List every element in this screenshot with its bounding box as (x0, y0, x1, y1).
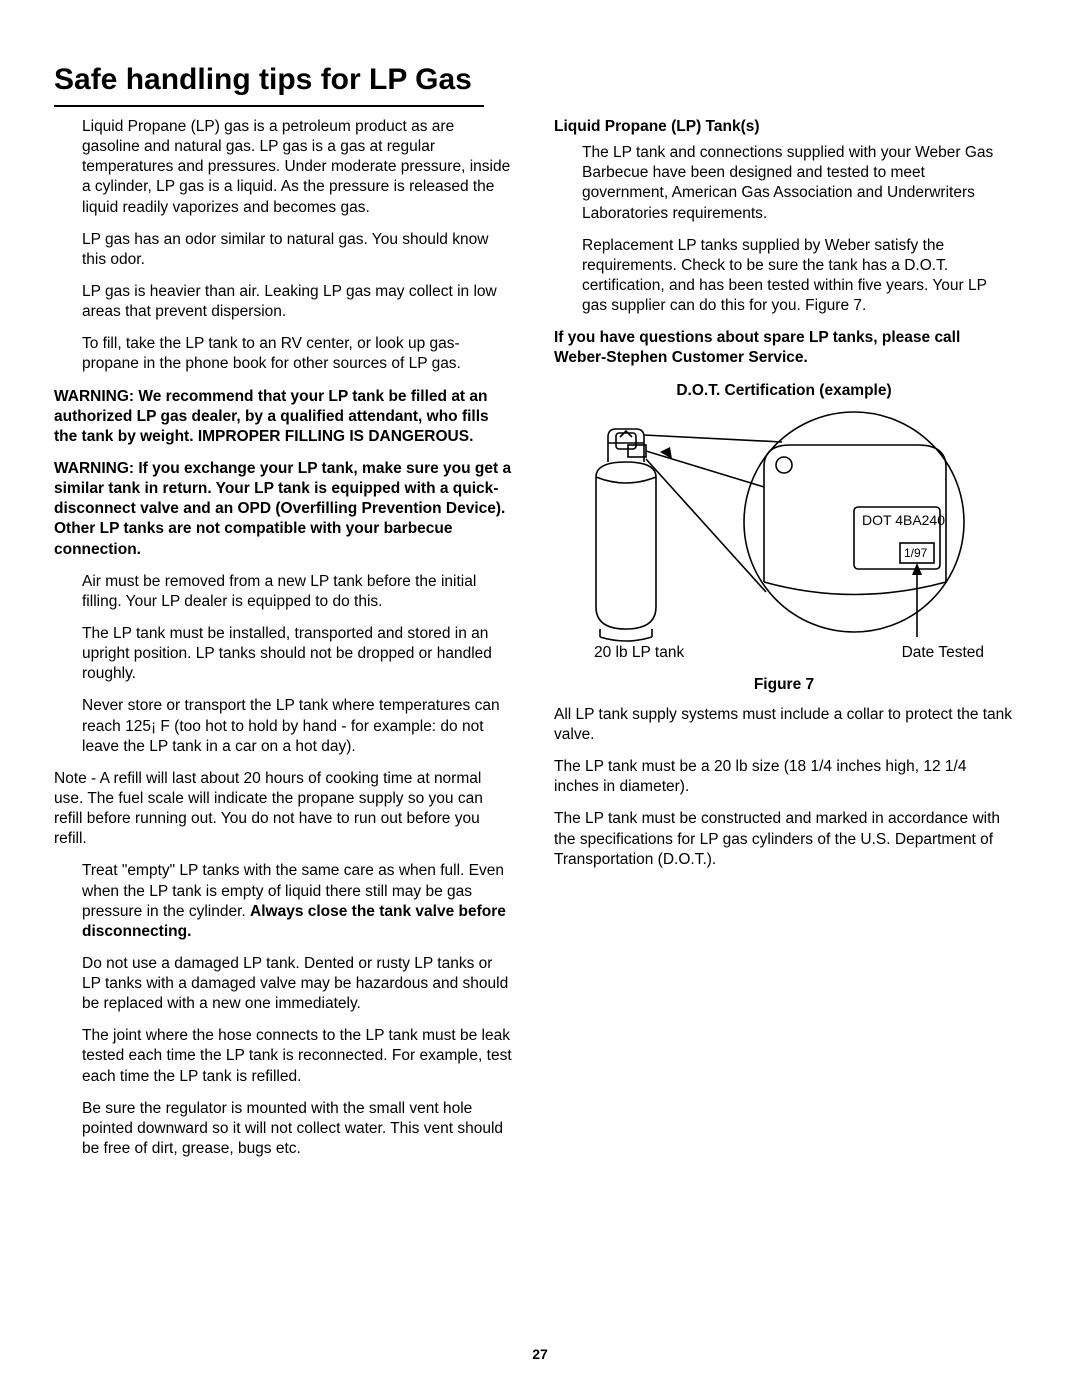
left-column: Liquid Propane (LP) gas is a petroleum p… (54, 117, 514, 1171)
page-title: Safe handling tips for LP Gas (54, 60, 484, 107)
para: Never store or transport the LP tank whe… (54, 696, 514, 756)
para: To fill, take the LP tank to an RV cente… (54, 334, 514, 374)
para: The joint where the hose connects to the… (54, 1026, 514, 1086)
para: Liquid Propane (LP) gas is a petroleum p… (54, 117, 514, 218)
warning: WARNING: We recommend that your LP tank … (54, 387, 514, 447)
para: Treat "empty" LP tanks with the same car… (54, 861, 514, 942)
para: All LP tank supply systems must include … (554, 705, 1014, 745)
note: Note - A refill will last about 20 hours… (54, 769, 514, 850)
two-column-layout: Liquid Propane (LP) gas is a petroleum p… (54, 117, 1026, 1171)
date-label-text: 1/97 (904, 546, 928, 560)
para: Do not use a damaged LP tank. Dented or … (54, 954, 514, 1014)
right-column: Liquid Propane (LP) Tank(s) The LP tank … (554, 117, 1014, 1171)
para: The LP tank must be a 20 lb size (18 1/4… (554, 757, 1014, 797)
tank-size-label: 20 lb LP tank (594, 643, 684, 663)
subheading: Liquid Propane (LP) Tank(s) (554, 117, 1014, 137)
para: The LP tank and connections supplied wit… (554, 143, 1014, 224)
warning: WARNING: If you exchange your LP tank, m… (54, 459, 514, 560)
para: LP gas has an odor similar to natural ga… (54, 230, 514, 270)
cert-title: D.O.T. Certification (example) (554, 381, 1014, 401)
para: Be sure the regulator is mounted with th… (54, 1099, 514, 1159)
subheading: If you have questions about spare LP tan… (554, 328, 1014, 368)
para: The LP tank must be constructed and mark… (554, 809, 1014, 869)
para: LP gas is heavier than air. Leaking LP g… (54, 282, 514, 322)
dot-label-text: DOT 4BA240 (862, 512, 945, 528)
para: Replacement LP tanks supplied by Weber s… (554, 236, 1014, 317)
para: The LP tank must be installed, transport… (54, 624, 514, 684)
para: Air must be removed from a new LP tank b… (54, 572, 514, 612)
page-number: 27 (0, 1345, 1080, 1363)
figure-caption: Figure 7 (554, 675, 1014, 695)
date-tested-label: Date Tested (902, 643, 984, 663)
tank-diagram: DOT 4BA240 1/97 20 lb LP tank Date Teste… (554, 407, 1014, 675)
